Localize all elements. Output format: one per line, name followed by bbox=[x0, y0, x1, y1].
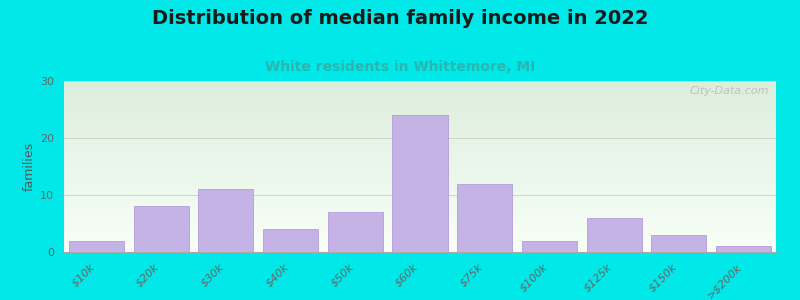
Bar bbox=[651, 235, 706, 252]
Bar bbox=[198, 189, 254, 252]
Text: White residents in Whittemore, MI: White residents in Whittemore, MI bbox=[265, 60, 535, 74]
Bar bbox=[134, 206, 189, 252]
Bar bbox=[586, 218, 642, 252]
Bar bbox=[263, 229, 318, 252]
Text: City-Data.com: City-Data.com bbox=[690, 86, 769, 96]
Bar bbox=[458, 184, 512, 252]
Bar bbox=[716, 246, 771, 252]
Bar bbox=[328, 212, 382, 252]
Bar bbox=[522, 241, 577, 252]
Bar bbox=[393, 115, 447, 252]
Y-axis label: families: families bbox=[23, 142, 36, 191]
Text: Distribution of median family income in 2022: Distribution of median family income in … bbox=[152, 9, 648, 28]
Bar bbox=[69, 241, 124, 252]
